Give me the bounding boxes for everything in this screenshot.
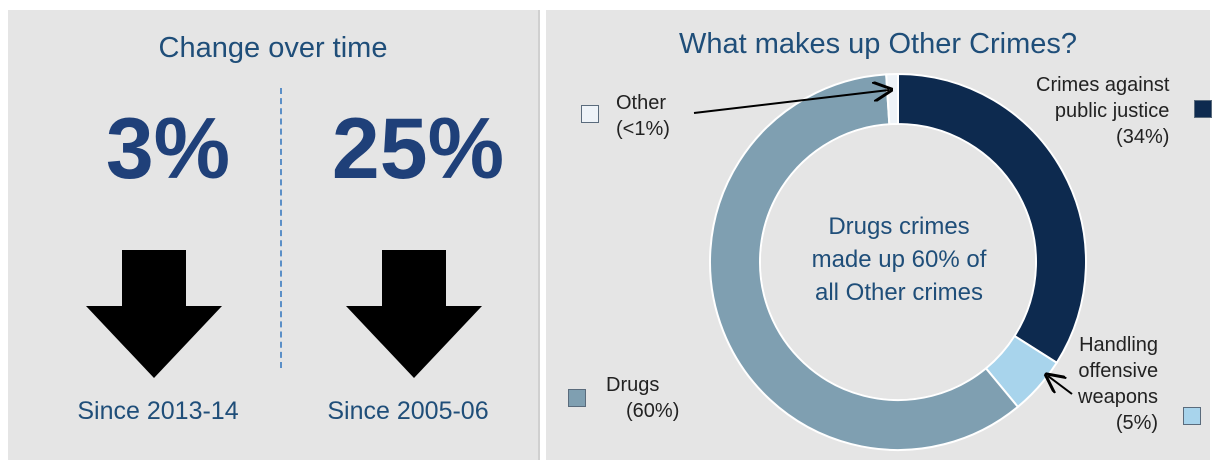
donut-center-text: Drugs crimes made up 60% of all Other cr… bbox=[764, 210, 1034, 309]
legend-label-public-justice: Crimes against public justice (34%) bbox=[1036, 74, 1170, 148]
change-value-since-2005: 25% bbox=[331, 101, 505, 197]
center-text-line: made up 60% of bbox=[811, 246, 987, 273]
donut-slice-crimes-against-public-justice bbox=[897, 72, 1087, 365]
change-over-time-title: Change over time bbox=[158, 32, 388, 64]
center-text-line: Drugs crimes bbox=[828, 213, 970, 240]
other-crimes-panel: What makes up Other Crimes? Drugs crimes… bbox=[546, 10, 1212, 460]
change-value-since-2013: 3% bbox=[105, 101, 231, 197]
legend-swatch-weapons bbox=[1183, 407, 1201, 425]
donut-slice-other bbox=[885, 72, 899, 126]
legend-label-drugs: Drugs (60%) bbox=[606, 374, 680, 422]
down-arrow-icon bbox=[346, 250, 482, 378]
legend-label-weapons: Handling offensive weapons (5%) bbox=[1078, 334, 1159, 434]
panel-divider bbox=[280, 88, 282, 368]
legend-label-other: Other (<1%) bbox=[616, 92, 670, 140]
donut-hole bbox=[761, 125, 1035, 399]
since-2005-label: Since 2005-06 bbox=[327, 397, 489, 425]
since-2013-label: Since 2013-14 bbox=[77, 397, 239, 425]
down-arrow-icon bbox=[86, 250, 222, 378]
legend-swatch-other bbox=[581, 105, 599, 123]
donut-slice-drugs bbox=[709, 73, 1020, 451]
legend-swatch-public-justice bbox=[1194, 100, 1212, 118]
change-over-time-panel: Change over time 3% 25% Since 2013-14 Si… bbox=[8, 10, 540, 460]
weapons-callout-arrow bbox=[1048, 376, 1073, 395]
donut-chart bbox=[693, 72, 1087, 451]
legend-swatch-drugs bbox=[568, 389, 586, 407]
other-callout-arrow bbox=[693, 90, 889, 114]
other-crimes-title: What makes up Other Crimes? bbox=[678, 28, 1078, 60]
center-text-line: all Other crimes bbox=[814, 279, 984, 306]
